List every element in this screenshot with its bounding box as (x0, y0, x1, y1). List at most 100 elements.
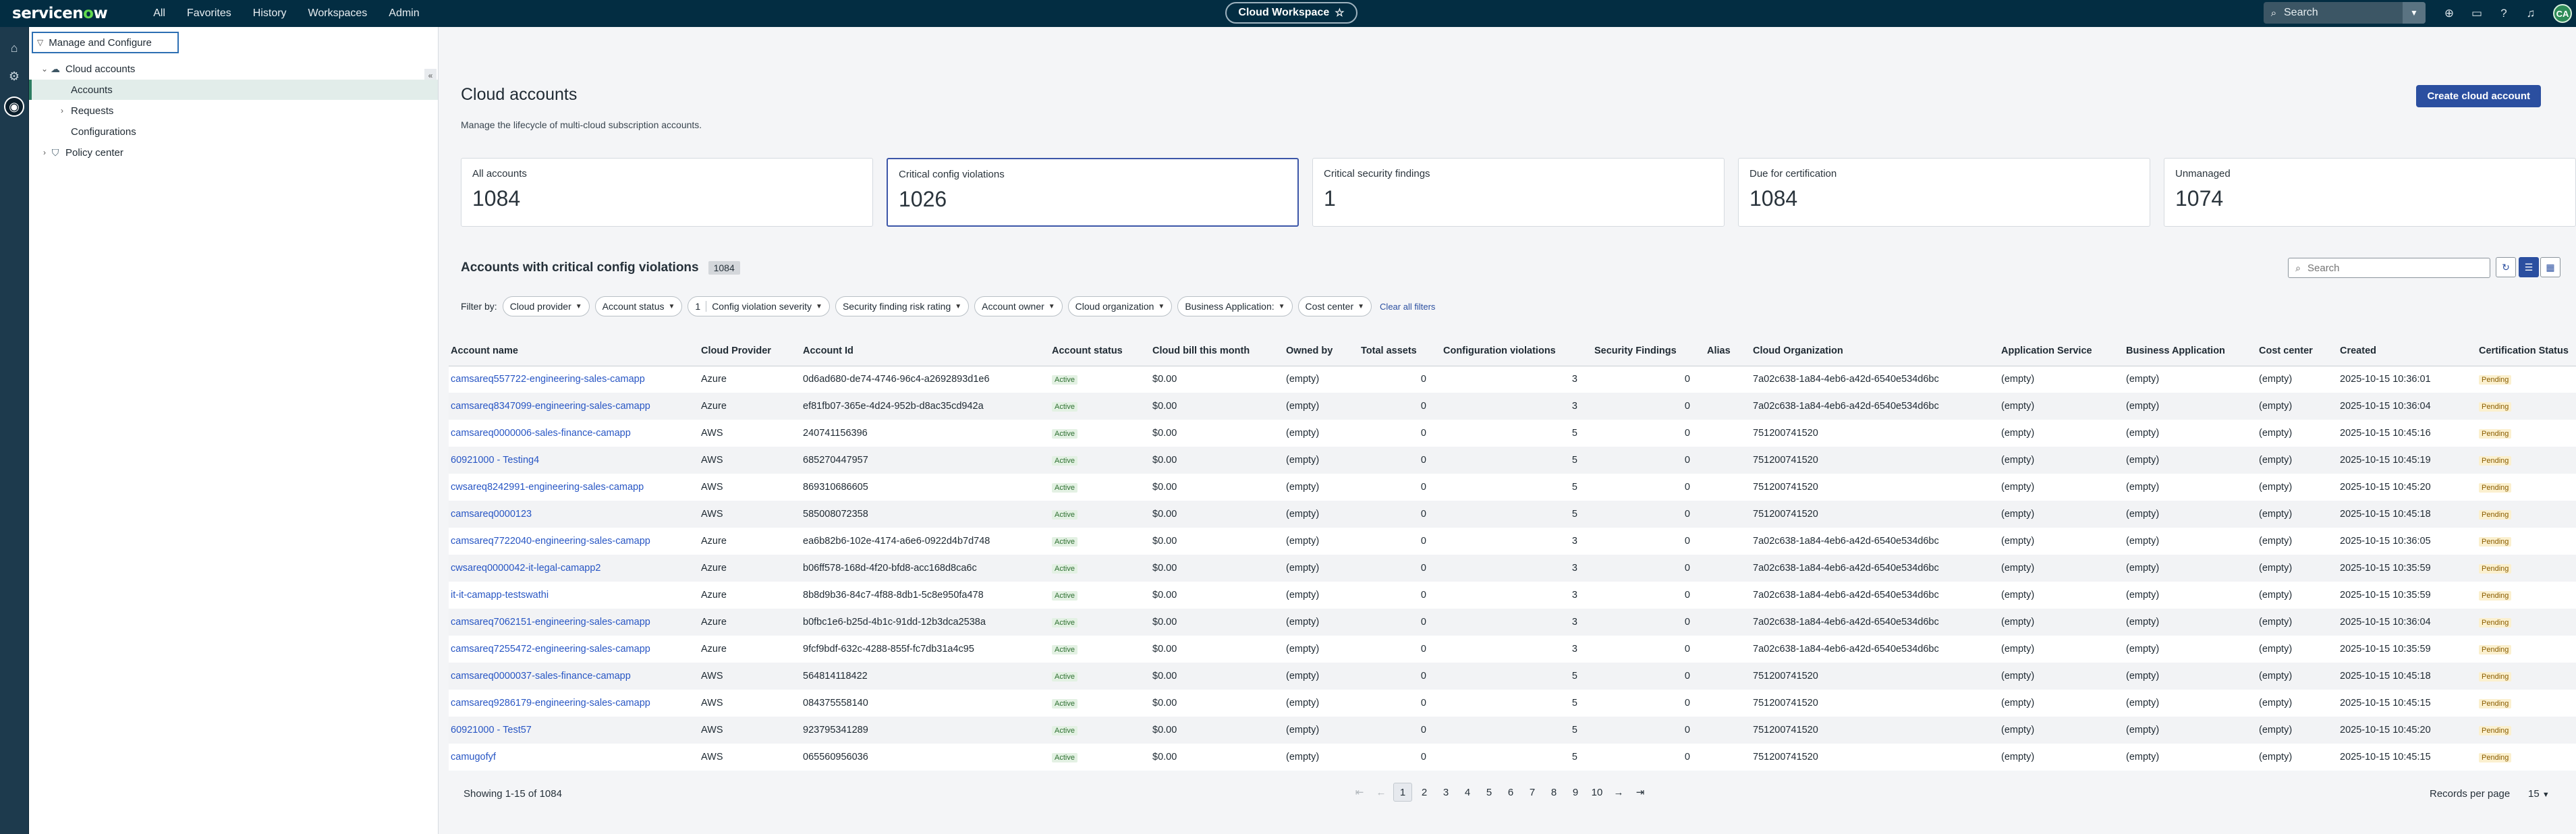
prev-page-icon[interactable]: ← (1376, 786, 1387, 798)
column-header[interactable]: Account status (1050, 336, 1150, 366)
column-header[interactable]: Cloud Organization (1751, 336, 1999, 366)
account-name-link[interactable]: camsareq9286179-engineering-sales-camapp (449, 690, 699, 717)
account-name-link[interactable]: camsareq0000006-sales-finance-camapp (449, 420, 699, 447)
column-header[interactable]: Security Findings (1592, 336, 1705, 366)
table-row[interactable]: camugofyf AWS 065560956036 Active $0.00 (empt… (449, 744, 2576, 771)
page-number-button[interactable]: 9 (1572, 786, 1579, 798)
filter-cloud-organization[interactable]: Cloud organization ▼ (1067, 296, 1173, 316)
card-unmanaged[interactable]: Unmanaged 1074 (2164, 158, 2576, 227)
nav-link-history[interactable]: History (252, 7, 287, 19)
table-row[interactable]: camsareq0000006-sales-finance-camapp AWS 2… (449, 420, 2576, 447)
account-name-link[interactable]: camsareq7722040-engineering-sales-camapp (449, 528, 699, 555)
account-name-link[interactable]: 60921000 - Testing4 (449, 447, 699, 474)
nav-link-admin[interactable]: Admin (389, 7, 420, 19)
table-row[interactable]: camsareq557722-engineering-sales-camapp A… (449, 366, 2576, 393)
column-header[interactable]: Application Service (1999, 336, 2124, 366)
table-row[interactable]: camsareq7255472-engineering-sales-camapp… (449, 636, 2576, 663)
table-row[interactable]: camsareq7722040-engineering-sales-camapp… (449, 528, 2576, 555)
global-search-input[interactable] (2284, 7, 2399, 19)
column-header[interactable]: Alias (1705, 336, 1751, 366)
nav-item-cloud-accounts[interactable]: ⌄ ☁ Cloud accounts (29, 59, 438, 79)
column-header[interactable]: Cost center (2257, 336, 2338, 366)
column-header[interactable]: Total assets (1359, 336, 1441, 366)
nav-link-favorites[interactable]: Favorites (186, 7, 231, 19)
refresh-icon[interactable]: ↻ (2496, 257, 2516, 277)
table-row[interactable]: cwsareq8242991-engineering-sales-camapp A… (449, 474, 2576, 501)
page-number-button[interactable]: 6 (1507, 786, 1514, 798)
page-number-button[interactable]: 4 (1464, 786, 1471, 798)
nav-item-accounts[interactable]: Accounts (29, 80, 438, 100)
globe-icon[interactable]: ⊕ (2444, 7, 2455, 20)
workspace-title-pill[interactable]: Cloud Workspace ☆ (1225, 2, 1357, 24)
account-name-link[interactable]: camsareq557722-engineering-sales-camapp (449, 366, 699, 393)
page-number-button[interactable]: 5 (1486, 786, 1492, 798)
first-page-icon[interactable]: ⇤ (1355, 787, 1364, 798)
filter-security-finding-risk-rating[interactable]: Security finding risk rating ▼ (835, 296, 970, 316)
global-search-box[interactable]: ⌕ ▼ (2264, 2, 2426, 24)
user-avatar[interactable]: CA (2553, 4, 2572, 23)
page-number-button[interactable]: 10 (1591, 786, 1603, 798)
filter-cloud-provider[interactable]: Cloud provider ▼ (502, 296, 590, 316)
table-row[interactable]: cwsareq0000042-it-legal-camapp2 Azure b06f… (449, 555, 2576, 582)
nav-item-requests[interactable]: › Requests (29, 101, 438, 121)
account-name-link[interactable]: it-it-camapp-testswathi (449, 582, 699, 609)
table-row[interactable]: camsareq7062151-engineering-sales-camapp… (449, 609, 2576, 636)
page-number-button[interactable]: 2 (1421, 786, 1428, 798)
notification-bell-icon[interactable]: ♫ (2526, 7, 2536, 20)
table-row[interactable]: it-it-camapp-testswathi Azure 8b8d9b36-84c… (449, 582, 2576, 609)
nav-item-configurations[interactable]: Configurations (29, 121, 438, 142)
collapse-panel-button[interactable]: « (424, 69, 437, 82)
table-row[interactable]: camsareq9286179-engineering-sales-camapp… (449, 690, 2576, 717)
account-name-link[interactable]: camsareq8347099-engineering-sales-camapp (449, 393, 699, 420)
card-all-accounts[interactable]: All accounts 1084 (461, 158, 873, 227)
cloud-admin-icon[interactable]: ◉ (4, 96, 24, 117)
account-name-link[interactable]: camsareq0000123 (449, 501, 699, 528)
help-icon[interactable]: ? (2500, 7, 2507, 20)
filter-config-violation-severity[interactable]: 1 Config violation severity ▼ (688, 296, 830, 316)
list-search-box[interactable]: ⌕ (2288, 258, 2490, 278)
column-header[interactable]: Cloud bill this month (1150, 336, 1284, 366)
page-number-button[interactable]: 3 (1443, 786, 1449, 798)
card-critical-security-findings[interactable]: Critical security findings 1 (1312, 158, 1725, 227)
navigator-filter[interactable]: ▽ Manage and Configure (32, 32, 179, 53)
account-name-link[interactable]: camsareq7255472-engineering-sales-camapp (449, 636, 699, 663)
column-header[interactable]: Certification Status (2477, 336, 2576, 366)
page-number-button[interactable]: 7 (1529, 786, 1536, 798)
table-row[interactable]: camsareq0000123 AWS 585008072358 Active $0.0… (449, 501, 2576, 528)
card-critical-config-violations[interactable]: Critical config violations 1026 (887, 158, 1299, 227)
list-search-input[interactable] (2307, 262, 2483, 274)
account-name-link[interactable]: 60921000 - Test57 (449, 717, 699, 744)
account-name-link[interactable]: camugofyf (449, 744, 699, 771)
account-name-link[interactable]: camsareq0000037-sales-finance-camapp (449, 663, 699, 690)
last-page-icon[interactable]: ⇥ (1635, 787, 1645, 798)
page-number-button[interactable]: 1 (1393, 783, 1412, 802)
records-per-page-select[interactable]: 15 ▼ (2528, 788, 2550, 800)
search-scope-dropdown[interactable]: ▼ (2403, 2, 2426, 24)
next-page-icon[interactable]: → (1613, 786, 1624, 798)
column-header[interactable]: Configuration violations (1441, 336, 1592, 366)
star-icon[interactable]: ☆ (1335, 7, 1345, 19)
lists-icon[interactable]: ⚙ (8, 69, 20, 83)
table-row[interactable]: 60921000 - Test57 AWS 923795341289 Active $0… (449, 717, 2576, 744)
filter-account-status[interactable]: Account status ▼ (594, 296, 683, 316)
filter-business-application[interactable]: Business Application: ▼ (1177, 296, 1293, 316)
servicenow-logo[interactable]: servicenow (12, 5, 108, 22)
home-icon[interactable]: ⌂ (10, 40, 18, 55)
chevron-right-icon[interactable]: › (61, 106, 63, 115)
table-row[interactable]: camsareq0000037-sales-finance-camapp AWS 5… (449, 663, 2576, 690)
filter-cost-center[interactable]: Cost center ▼ (1297, 296, 1372, 316)
table-row[interactable]: camsareq8347099-engineering-sales-camapp… (449, 393, 2576, 420)
clear-all-filters-link[interactable]: Clear all filters (1380, 301, 1436, 312)
account-name-link[interactable]: cwsareq0000042-it-legal-camapp2 (449, 555, 699, 582)
chat-icon[interactable]: ▭ (2471, 7, 2483, 20)
column-header[interactable]: Created (2338, 336, 2477, 366)
column-header[interactable]: Account name (449, 336, 699, 366)
column-header[interactable]: Account Id (801, 336, 1050, 366)
chevron-right-icon[interactable]: › (43, 148, 46, 157)
chevron-down-icon[interactable]: ⌄ (40, 64, 49, 74)
nav-link-workspaces[interactable]: Workspaces (308, 7, 368, 19)
card-due-for-certification[interactable]: Due for certification 1084 (1738, 158, 2150, 227)
filter-account-owner[interactable]: Account owner ▼ (974, 296, 1063, 316)
list-view-icon[interactable]: ☰ (2519, 257, 2539, 277)
grid-view-icon[interactable]: ▦ (2540, 257, 2560, 277)
